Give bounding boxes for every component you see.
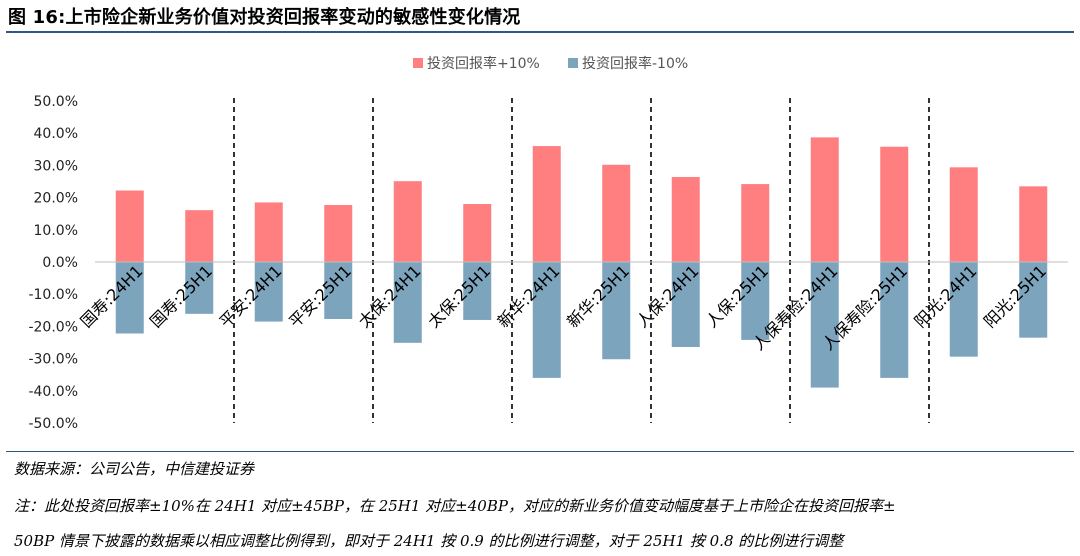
bar-negative (393, 262, 422, 343)
bar-negative (602, 262, 631, 360)
y-axis-ticks: 50.0% 40.0% 30.0% 20.0% 10.0% 0.0% -10.0% -20.0… (28, 94, 78, 432)
bar-positive (1019, 186, 1048, 262)
bar-negative (810, 262, 839, 388)
footnote-line-1: 注：此处投资回报率±10%在 24H1 对应±45BP，在 25H1 对应±40… (14, 497, 896, 515)
bar-positive (324, 205, 353, 262)
y-tick-label: -20.0% (28, 319, 78, 335)
bar-positive (463, 204, 492, 262)
y-tick-label: 10.0% (34, 223, 78, 239)
group-separators (233, 98, 930, 423)
bar-negative (532, 262, 561, 378)
sensitivity-bar-chart: 投资回报率+10% 投资回报率-10% 50.0% 40.0% 30.0% 20.0% 1… (28, 55, 1068, 432)
y-tick-label: -30.0% (28, 352, 78, 368)
y-tick-label: -40.0% (28, 384, 78, 400)
bar-positive (115, 190, 144, 262)
legend-label-positive: 投资回报率+10% (427, 55, 540, 72)
title-rule (6, 31, 1074, 33)
legend-swatch-positive (413, 58, 423, 68)
bar-positive (602, 164, 631, 262)
bar-positive (810, 137, 839, 262)
bar-negative (185, 262, 214, 314)
bar-negative (949, 262, 978, 357)
bar-positive (880, 146, 909, 262)
y-tick-label: 40.0% (34, 126, 78, 142)
bar-positive (949, 167, 978, 262)
bar-positive (532, 146, 561, 262)
bar-negative (324, 262, 353, 319)
chart-bars (115, 137, 1048, 388)
bar-negative (254, 262, 283, 322)
bar-positive (741, 184, 770, 262)
bar-positive (254, 202, 283, 262)
footnote-line-2: 50BP 情景下披露的数据乘以相应调整比例得到，即对于 24H1 按 0.9 的… (14, 532, 844, 550)
y-tick-label: -50.0% (28, 416, 78, 432)
bar-negative (463, 262, 492, 320)
bar-negative (115, 262, 144, 334)
y-tick-label: 30.0% (34, 158, 78, 174)
y-tick-label: 20.0% (34, 191, 78, 207)
bar-positive (393, 181, 422, 262)
chart-legend: 投资回报率+10% 投资回报率-10% (413, 55, 688, 72)
y-tick-label: -10.0% (28, 287, 78, 303)
legend-swatch-negative (568, 58, 578, 68)
figure-title: 图 16:上市险企新业务价值对投资回报率变动的敏感性变化情况 (8, 7, 521, 28)
bar-positive (185, 210, 214, 262)
bar-negative (671, 262, 700, 348)
legend-label-negative: 投资回报率-10% (582, 55, 688, 72)
bottom-rule (6, 451, 1074, 452)
bar-negative (741, 262, 770, 340)
bar-negative (880, 262, 909, 378)
bar-negative (1019, 262, 1048, 338)
y-tick-label: 50.0% (34, 94, 78, 110)
source-note: 数据来源：公司公告，中信建投证券 (14, 460, 255, 478)
y-tick-label: 0.0% (42, 255, 78, 271)
bar-positive (671, 176, 700, 262)
